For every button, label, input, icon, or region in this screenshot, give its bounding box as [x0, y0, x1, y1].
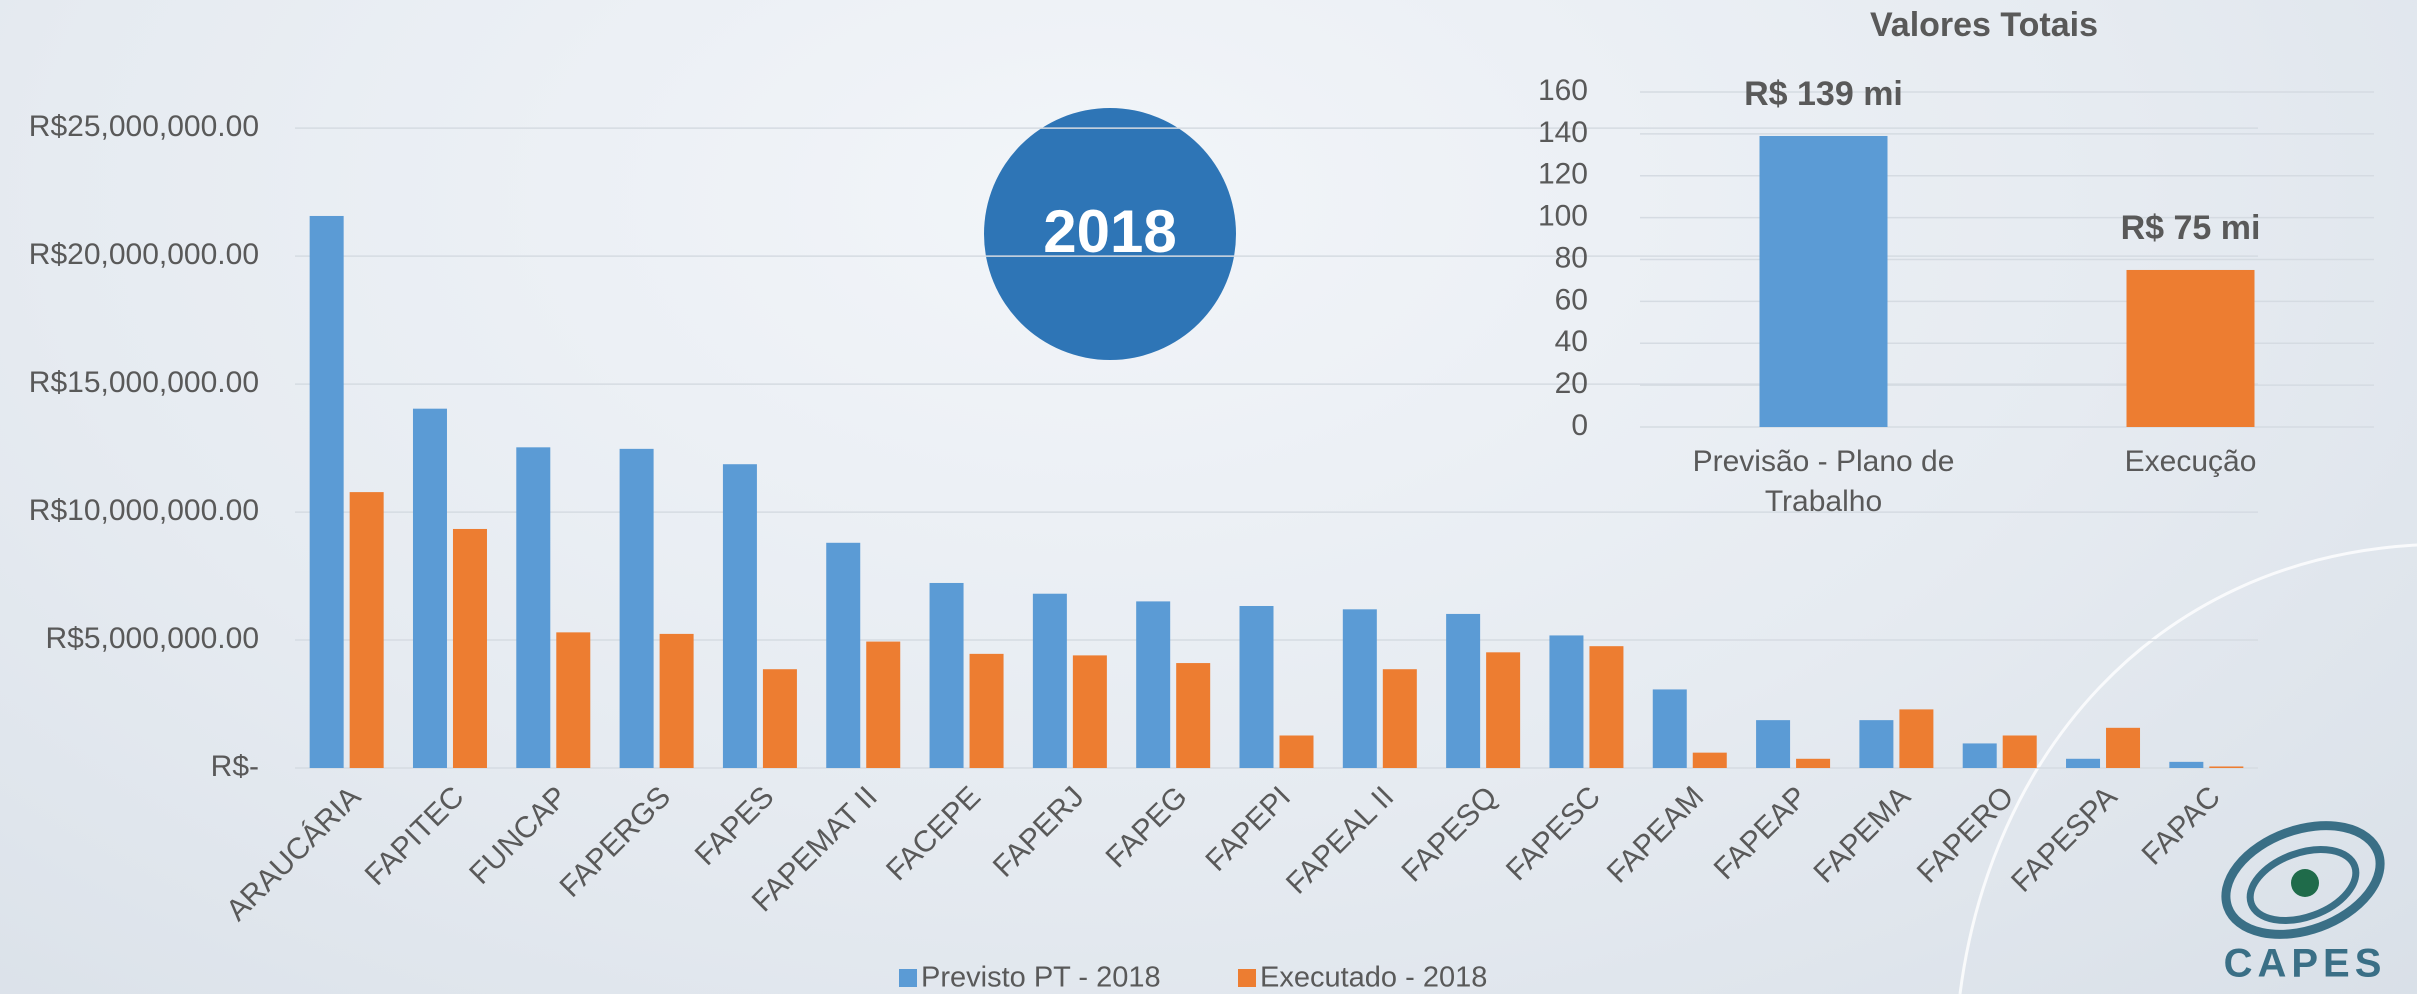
bar — [2106, 727, 2141, 768]
x-tick-label: FAPERGS — [554, 780, 678, 904]
y-tick-label: 80 — [1555, 241, 1588, 274]
x-tick-label: FAPEPI — [1199, 780, 1297, 878]
bar — [1589, 646, 1624, 768]
bar — [1176, 663, 1211, 768]
bar — [969, 653, 1004, 768]
badge-text: 2018 — [1043, 198, 1176, 265]
bar — [1756, 720, 1791, 768]
y-tick-label: R$15,000,000.00 — [29, 366, 259, 399]
logo-ring — [2246, 846, 2360, 924]
bar — [1342, 609, 1377, 768]
bar — [722, 464, 757, 768]
bar — [309, 215, 344, 768]
bar — [1136, 601, 1171, 768]
y-tick-label: 140 — [1538, 116, 1588, 149]
y-tick-label: 20 — [1555, 367, 1588, 400]
bar — [516, 447, 551, 768]
y-tick-label: R$25,000,000.00 — [29, 110, 259, 143]
bar — [2126, 269, 2255, 427]
bar — [659, 633, 694, 768]
bar — [1239, 605, 1274, 768]
inset-title: Valores Totais — [1870, 6, 2098, 44]
bar — [1652, 689, 1687, 768]
bar — [1859, 720, 1894, 768]
bar — [1759, 135, 1888, 427]
bar — [2066, 758, 2101, 768]
bar — [412, 408, 447, 768]
logo-ring — [2221, 821, 2385, 939]
logo-dot — [2291, 869, 2319, 897]
y-tick-label: 0 — [1571, 409, 1588, 442]
y-tick-label: R$20,000,000.00 — [29, 238, 259, 271]
bar — [1796, 758, 1831, 768]
legend-label: Previsto PT - 2018 — [921, 962, 1161, 994]
bar — [1549, 635, 1584, 768]
bar — [1072, 655, 1107, 768]
x-tick-label: FAPEAL II — [1280, 780, 1400, 900]
bar — [1962, 743, 1997, 768]
y-tick-label: 160 — [1538, 74, 1588, 107]
bar — [2209, 766, 2244, 768]
logo-text: CAPES — [2224, 942, 2387, 986]
x-tick-label: FAPEAP — [1708, 780, 1814, 886]
legend-swatch — [899, 969, 917, 987]
x-tick-label: Previsão - Plano de Trabalho — [1692, 445, 1955, 518]
legend-label: Executado - 2018 — [1260, 962, 1487, 994]
bar — [619, 448, 654, 768]
x-tick-label: FAPESC — [1500, 780, 1607, 887]
bar — [2002, 735, 2037, 768]
x-tick-label: ARAUCÁRIA — [220, 780, 367, 927]
y-tick-label: R$- — [211, 750, 259, 783]
x-tick-label: FAPITEC — [359, 780, 471, 892]
x-tick-label: FAPESPA — [2005, 780, 2123, 898]
value-label: R$ 75 mi — [2121, 209, 2261, 247]
badge-circle — [984, 108, 1236, 360]
bar — [1382, 669, 1417, 768]
bar — [349, 492, 384, 768]
x-tick-label: FAPERJ — [987, 780, 1091, 884]
legend-swatch — [1238, 969, 1256, 987]
bar — [1692, 752, 1727, 768]
decor-arc — [1958, 543, 2417, 994]
bar — [2169, 761, 2204, 768]
x-tick-label: FACEPE — [880, 780, 987, 887]
x-tick-label: Execução — [2124, 445, 2257, 478]
bar — [1899, 709, 1934, 768]
y-tick-label: 100 — [1538, 200, 1588, 233]
logo: CAPES — [2221, 821, 2387, 986]
bar — [556, 632, 591, 768]
x-tick-label: FUNCAP — [463, 780, 574, 891]
y-tick-label: R$10,000,000.00 — [29, 494, 259, 527]
bar — [1446, 613, 1481, 768]
value-label: R$ 139 mi — [1744, 75, 1903, 113]
y-tick-label: 120 — [1538, 158, 1588, 191]
x-tick-label: FAPESQ — [1395, 780, 1503, 888]
bar — [1486, 652, 1521, 768]
x-tick-label: FAPES — [689, 780, 781, 872]
x-tick-label: FAPEAM — [1601, 780, 1710, 889]
bar — [826, 542, 861, 768]
bar — [452, 528, 487, 768]
y-tick-label: 60 — [1555, 283, 1588, 316]
bar — [866, 641, 901, 768]
bar — [929, 582, 964, 768]
bar — [1032, 593, 1067, 768]
x-tick-label: FAPEMA — [1808, 780, 1917, 889]
bar — [762, 669, 797, 768]
x-tick-label: FAPEG — [1100, 780, 1194, 874]
y-tick-label: 40 — [1555, 325, 1588, 358]
x-tick-label: FAPAC — [2136, 780, 2227, 871]
y-tick-label: R$5,000,000.00 — [45, 622, 259, 655]
bar — [1279, 735, 1314, 768]
